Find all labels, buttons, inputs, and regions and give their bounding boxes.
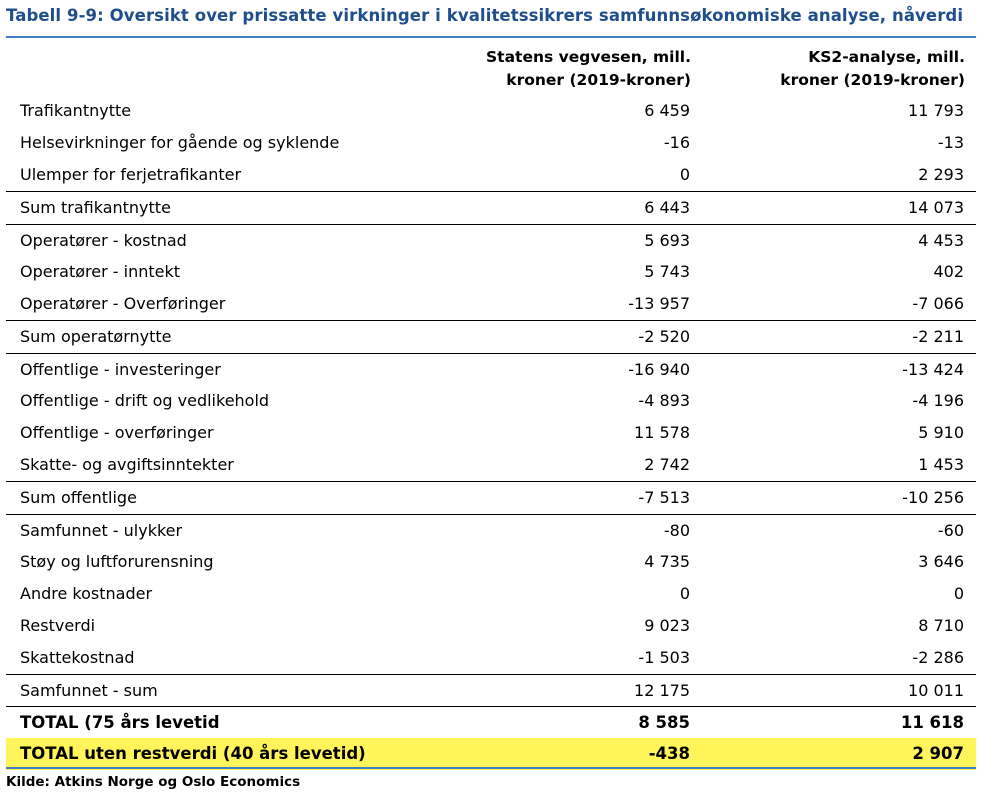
source-note: Kilde: Atkins Norge og Oslo Economics: [6, 774, 301, 790]
bottom-rule: [6, 767, 976, 769]
value-statens-vegvesen: -1 503: [638, 648, 690, 667]
row-label: Offentlige - drift og vedlikehold: [20, 391, 270, 410]
table-row: Skatte- og avgiftsinntekter 2 742 1 453: [6, 449, 976, 481]
row-label: Helsevirkninger for gående og syklende: [20, 133, 340, 152]
table-row: Offentlige - investeringer -16 940 -13 424: [6, 353, 976, 386]
value-statens-vegvesen: -80: [663, 521, 690, 540]
table-row: Sum offentlige -7 513 -10 256: [6, 481, 976, 514]
value-ks2-analyse: 4 453: [918, 231, 964, 250]
row-label: Skattekostnad: [20, 648, 135, 667]
table-row: Sum operatørnytte -2 520 -2 211: [6, 320, 976, 353]
table-row: Restverdi 9 023 8 710: [6, 610, 976, 642]
row-label: Offentlige - investeringer: [20, 360, 221, 379]
value-statens-vegvesen: 11 578: [634, 423, 690, 442]
row-label: Samfunnet - ulykker: [20, 521, 183, 540]
value-statens-vegvesen: -4 893: [638, 391, 690, 410]
value-ks2-analyse: -13 424: [902, 360, 964, 379]
value-ks2-analyse: 8 710: [918, 616, 964, 635]
value-statens-vegvesen: -13 957: [628, 294, 690, 313]
value-statens-vegvesen: 8 585: [638, 713, 690, 732]
value-ks2-analyse: 11 618: [900, 713, 964, 732]
value-ks2-analyse: 14 073: [908, 198, 964, 217]
row-label: Restverdi: [20, 616, 96, 635]
table-row: Skattekostnad -1 503 -2 286: [6, 642, 976, 674]
row-label: Sum trafikantnytte: [20, 198, 171, 217]
top-rule: [6, 36, 976, 38]
table-row: Operatører - kostnad 5 693 4 453: [6, 224, 976, 257]
value-ks2-analyse: -13: [937, 133, 964, 152]
value-statens-vegvesen: 5 743: [644, 262, 690, 281]
row-label: TOTAL (75 års levetid: [20, 713, 220, 732]
row-label: TOTAL uten restverdi (40 års levetid): [20, 744, 366, 763]
value-ks2-analyse: 1 453: [918, 455, 964, 474]
row-label: Støy og luftforurensning: [20, 552, 214, 571]
row-label: Ulemper for ferjetrafikanter: [20, 165, 242, 184]
value-statens-vegvesen: 0: [679, 165, 690, 184]
row-label: Sum operatørnytte: [20, 327, 172, 346]
value-statens-vegvesen: -16: [663, 133, 690, 152]
value-statens-vegvesen: -7 513: [638, 488, 690, 507]
column-header-statens-vegvesen: Statens vegvesen, mill. kroner (2019-kro…: [486, 48, 691, 89]
table-row: Trafikantnytte 6 459 11 793: [6, 95, 976, 127]
value-statens-vegvesen: 5 693: [644, 231, 690, 250]
table-row: Offentlige - drift og vedlikehold -4 893 -…: [6, 385, 976, 417]
value-ks2-analyse: -2 211: [912, 327, 964, 346]
value-ks2-analyse: -4 196: [912, 391, 964, 410]
value-ks2-analyse: 2 907: [912, 744, 964, 763]
value-ks2-analyse: -10 256: [902, 488, 964, 507]
table-row: Andre kostnader 0 0: [6, 578, 976, 610]
table-row: Offentlige - overføringer 11 578 5 910: [6, 417, 976, 449]
table-row: Samfunnet - ulykker -80 -60: [6, 514, 976, 547]
table-row: Sum trafikantnytte 6 443 14 073: [6, 191, 976, 224]
value-ks2-analyse: 5 910: [918, 423, 964, 442]
value-statens-vegvesen: 2 742: [644, 455, 690, 474]
table-row: TOTAL uten restverdi (40 års levetid) -43…: [6, 738, 976, 770]
value-ks2-analyse: -7 066: [912, 294, 964, 313]
row-label: Operatører - kostnad: [20, 231, 187, 250]
table-row: Helsevirkninger for gående og syklende -1…: [6, 127, 976, 159]
value-statens-vegvesen: 0: [679, 584, 690, 603]
value-statens-vegvesen: 6 443: [644, 198, 690, 217]
table-row: Støy og luftforurensning 4 735 3 646: [6, 546, 976, 578]
row-label: Samfunnet - sum: [20, 681, 158, 700]
value-ks2-analyse: 10 011: [908, 681, 964, 700]
value-statens-vegvesen: -16 940: [628, 360, 690, 379]
row-label: Andre kostnader: [20, 584, 153, 603]
value-ks2-analyse: 402: [933, 262, 964, 281]
value-statens-vegvesen: -2 520: [638, 327, 690, 346]
row-label: Operatører - Overføringer: [20, 294, 226, 313]
value-statens-vegvesen: 4 735: [644, 552, 690, 571]
table-row: Operatører - inntekt 5 743 402: [6, 256, 976, 288]
row-label: Operatører - inntekt: [20, 262, 181, 281]
row-label: Trafikantnytte: [20, 101, 132, 120]
table-row: Samfunnet - sum 12 175 10 011: [6, 674, 976, 707]
value-ks2-analyse: -2 286: [912, 648, 964, 667]
value-statens-vegvesen: 9 023: [644, 616, 690, 635]
value-ks2-analyse: -60: [937, 521, 964, 540]
table-row: TOTAL (75 års levetid 8 585 11 618: [6, 706, 976, 739]
value-statens-vegvesen: -438: [648, 744, 690, 763]
row-label: Offentlige - overføringer: [20, 423, 214, 442]
table-row: Operatører - Overføringer -13 957 -7 066: [6, 288, 976, 320]
table-row: Ulemper for ferjetrafikanter 0 2 293: [6, 159, 976, 191]
value-ks2-analyse: 11 793: [908, 101, 964, 120]
value-statens-vegvesen: 6 459: [644, 101, 690, 120]
table-title: Tabell 9-9: Oversikt over prissatte virk…: [6, 6, 964, 25]
value-ks2-analyse: 3 646: [918, 552, 964, 571]
value-statens-vegvesen: 12 175: [634, 681, 690, 700]
row-label: Sum offentlige: [20, 488, 137, 507]
row-label: Skatte- og avgiftsinntekter: [20, 455, 234, 474]
value-ks2-analyse: 0: [953, 584, 964, 603]
column-header-ks2-analyse: KS2-analyse, mill. kroner (2019-kroner): [780, 48, 965, 89]
value-ks2-analyse: 2 293: [918, 165, 964, 184]
